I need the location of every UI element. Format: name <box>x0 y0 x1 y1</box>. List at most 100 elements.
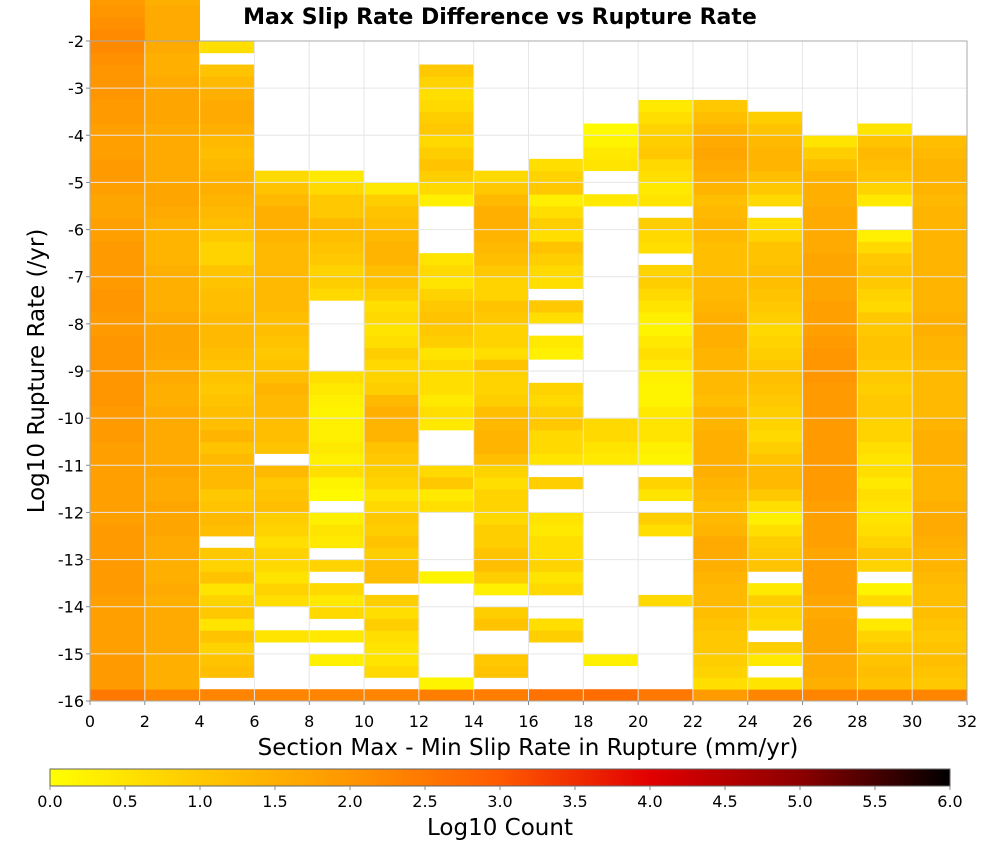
heatmap-cell <box>857 465 913 478</box>
heatmap-cell <box>199 88 255 101</box>
heatmap-cell <box>199 453 255 466</box>
heatmap-cell <box>802 677 858 690</box>
heatmap-cell <box>418 488 475 502</box>
heatmap-cell <box>364 312 420 325</box>
heatmap-cell <box>254 571 310 584</box>
heatmap-cell <box>254 241 310 254</box>
heatmap-cell <box>857 382 913 395</box>
heatmap-cell <box>857 583 913 596</box>
heatmap-cell <box>90 453 146 466</box>
heatmap-cell <box>90 76 146 89</box>
heatmap-cell <box>254 689 310 702</box>
heatmap-cell <box>309 465 365 478</box>
heatmap-cell <box>144 135 201 148</box>
heatmap-cell <box>912 253 968 266</box>
heatmap-cell <box>473 300 529 313</box>
heatmap-cell <box>144 29 201 42</box>
heatmap-cell <box>144 571 201 584</box>
heatmap-cell <box>309 689 365 702</box>
heatmap-cell <box>418 88 475 101</box>
heatmap-cell <box>473 170 529 183</box>
heatmap-cell <box>144 99 201 113</box>
heatmap-cell <box>199 512 255 525</box>
heatmap-cell <box>309 170 365 183</box>
heatmap-cell <box>364 371 420 384</box>
heatmap-cell <box>364 653 420 667</box>
heatmap-cell <box>90 52 146 65</box>
heatmap-cell <box>857 170 913 183</box>
heatmap-cell <box>364 606 420 619</box>
heatmap-cell <box>144 170 201 183</box>
heatmap-cell <box>857 312 913 325</box>
heatmap-cell <box>747 559 803 572</box>
heatmap-cell <box>802 147 858 160</box>
heatmap-cell <box>199 394 255 407</box>
heatmap-cell <box>583 147 639 160</box>
heatmap-cell <box>364 429 420 443</box>
heatmap-cell <box>747 465 803 478</box>
heatmap-cell <box>692 158 749 172</box>
heatmap-cell <box>90 253 146 266</box>
heatmap-cell <box>692 182 749 195</box>
y-tick-label: -7 <box>68 268 84 287</box>
heatmap-cell <box>692 571 749 584</box>
heatmap-cell <box>802 394 858 407</box>
heatmap-cell <box>802 406 858 419</box>
heatmap-cell <box>199 111 255 124</box>
heatmap-cell <box>912 465 968 478</box>
heatmap-cell <box>857 453 913 466</box>
heatmap-cell <box>144 17 201 30</box>
heatmap-cell <box>199 323 255 337</box>
heatmap-cell <box>418 276 475 289</box>
heatmap-cell <box>254 288 310 301</box>
heatmap-cell <box>418 194 475 207</box>
heatmap-cell <box>802 547 858 560</box>
heatmap-cell <box>364 500 420 513</box>
heatmap-cell <box>912 382 968 395</box>
heatmap-cell <box>692 288 749 301</box>
heatmap-cell <box>473 182 529 195</box>
heatmap-cell <box>199 418 255 431</box>
heatmap-cell <box>144 465 201 478</box>
heatmap-cell <box>199 559 255 572</box>
heatmap-cell <box>912 359 968 372</box>
heatmap-cell <box>857 618 913 631</box>
heatmap-cell <box>802 465 858 478</box>
heatmap-cell <box>144 359 201 372</box>
heatmap-cell <box>802 488 858 502</box>
heatmap-cell <box>528 300 584 313</box>
heatmap-cell <box>90 606 146 619</box>
heatmap-cell <box>528 276 584 289</box>
colorbar-tick-label: 1.5 <box>262 792 287 811</box>
heatmap-cell <box>638 241 694 254</box>
heatmap-cell <box>144 264 201 278</box>
heatmap-cell <box>364 406 420 419</box>
heatmap-cell <box>473 241 529 254</box>
heatmap-cell <box>912 418 968 431</box>
heatmap-cell <box>912 653 968 667</box>
heatmap-cell <box>857 229 913 242</box>
heatmap-cell <box>802 371 858 384</box>
heatmap-cell <box>309 583 365 596</box>
heatmap-cell <box>90 29 146 42</box>
heatmap-cell <box>747 500 803 513</box>
heatmap-cell <box>638 217 694 230</box>
heatmap-cell <box>528 182 584 195</box>
heatmap-cell <box>802 217 858 230</box>
colorbar-ticks: 0.0 0.5 1.0 1.5 2.0 2.5 3.0 3.5 4.0 4.5 5.0 5.5 6.0 <box>37 786 963 811</box>
heatmap-cell <box>199 630 255 643</box>
heatmap-cell <box>90 359 146 372</box>
heatmap-cell <box>473 583 529 596</box>
heatmap-cell <box>309 229 365 242</box>
heatmap-cell <box>199 500 255 513</box>
heatmap-cell <box>144 276 201 289</box>
heatmap-cell <box>418 76 475 89</box>
heatmap-cell <box>364 418 420 431</box>
heatmap-cell <box>144 64 201 77</box>
heatmap-cell <box>418 418 475 431</box>
heatmap-cell <box>747 488 803 502</box>
heatmap-cell <box>144 41 201 54</box>
heatmap-cell <box>199 359 255 372</box>
heatmap-cell <box>473 194 529 207</box>
heatmap-cell <box>638 111 694 124</box>
